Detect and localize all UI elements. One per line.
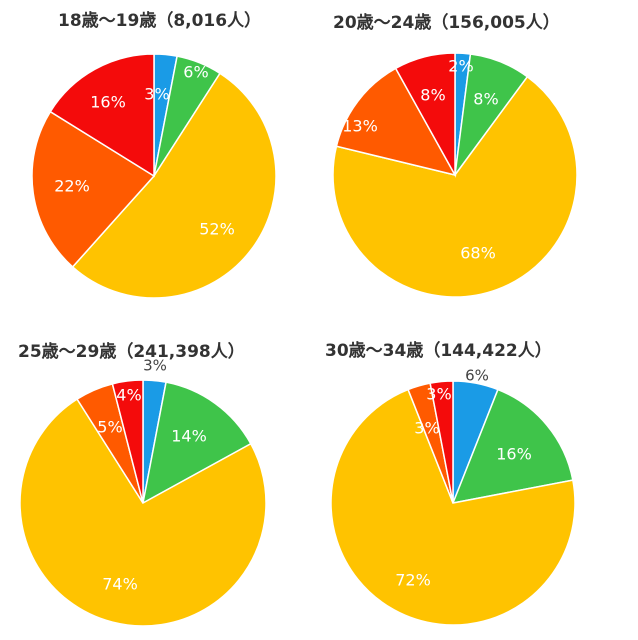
slice-label: 2% (448, 57, 473, 76)
slice-label: 22% (54, 177, 90, 196)
pie-slice (31, 110, 156, 268)
slice-label: 52% (199, 220, 235, 239)
slice-label: 5% (97, 418, 122, 437)
pie-slice (111, 379, 144, 504)
slice-label: 3% (426, 385, 451, 404)
pie-slice (429, 380, 454, 504)
slice-label: 16% (496, 445, 532, 464)
pie-chart-3: 25歳〜29歳（241,398人）3% 14% 74% 5% 4% (18, 341, 267, 627)
pie-slice (451, 388, 574, 504)
slice-label: 74% (102, 575, 138, 594)
slice-label: 6% (465, 367, 489, 385)
slice-label: 3% (414, 419, 439, 438)
pie-slice (332, 75, 578, 298)
slice-label: 4% (116, 386, 141, 405)
chart-title: 25歳〜29歳（241,398人） (18, 341, 245, 362)
slice-label: 16% (90, 93, 126, 112)
pie-chart-1: 18歳〜19歳（8,016人） 3% 6% 52% 22% 16% (31, 10, 277, 299)
slice-label: 8% (473, 90, 498, 109)
chart-title: 20歳〜24歳（156,005人） (333, 12, 560, 33)
pie-chart-4: 30歳〜34歳（144,422人） 6% 16% 72% 3% 3% (325, 340, 576, 626)
slice-label: 3% (143, 357, 167, 375)
slice-label: 8% (420, 86, 445, 105)
slice-label: 72% (395, 571, 431, 590)
pie-slice (49, 53, 155, 178)
slice-label: 3% (144, 85, 169, 104)
pie-slice (141, 381, 252, 505)
slice-label: 14% (171, 427, 207, 446)
slice-label: 68% (460, 244, 496, 263)
pie-slice (394, 52, 456, 178)
pie-slice (335, 67, 457, 177)
pie-slice (19, 398, 267, 627)
chart-title: 30歳〜34歳（144,422人） (325, 340, 552, 361)
pie-slice (71, 72, 277, 299)
chart-title: 18歳〜19歳（8,016人） (58, 10, 261, 31)
pie-chart-2: 20歳〜24歳（156,005人） 2%8% 68% 13% 8% (332, 12, 578, 298)
slice-label: 13% (342, 117, 378, 136)
slice-label: 6% (183, 63, 208, 82)
pie-slice (330, 388, 576, 626)
